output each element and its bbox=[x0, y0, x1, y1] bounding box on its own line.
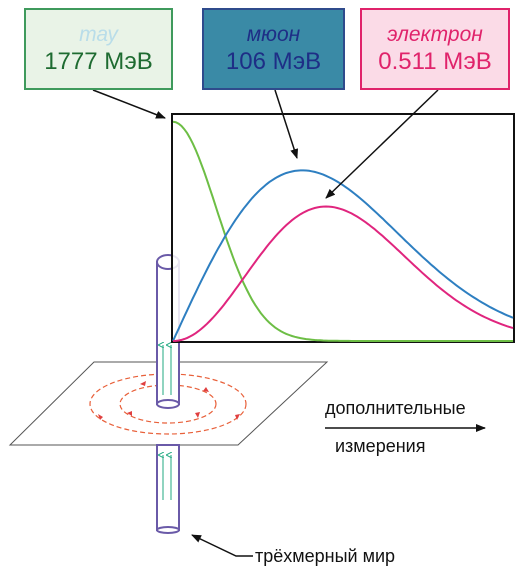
three-d-world-label: трёхмерный мир bbox=[255, 546, 396, 566]
electron-name: электрон bbox=[387, 23, 483, 46]
field-arrows bbox=[98, 381, 240, 420]
tau-box: тау 1777 МэВ bbox=[24, 8, 173, 90]
muon-pointer-arrow bbox=[274, 89, 299, 159]
muon-box: мюон 106 МэВ bbox=[202, 8, 345, 90]
electron-pointer-arrow bbox=[325, 89, 439, 199]
tau-curve bbox=[172, 120, 513, 342]
muon-curve bbox=[172, 169, 514, 342]
extra-dimensions-label-line2: измерения bbox=[335, 436, 426, 456]
electron-curve bbox=[172, 205, 514, 342]
muon-mass: 106 МэВ bbox=[225, 48, 322, 75]
electron-mass: 0.511 МэВ bbox=[378, 48, 492, 75]
muon-name: мюон bbox=[246, 23, 301, 46]
lower-tube bbox=[156, 444, 180, 534]
extra-dimensions-label-line1: дополнительные bbox=[325, 398, 466, 418]
world-pointer-arrow bbox=[191, 534, 253, 557]
tau-name: тау bbox=[79, 23, 118, 46]
tau-pointer-arrow bbox=[92, 89, 166, 119]
electron-box: электрон 0.511 МэВ bbox=[360, 8, 510, 90]
tau-mass: 1777 МэВ bbox=[44, 48, 153, 75]
plot-frame bbox=[171, 113, 515, 343]
